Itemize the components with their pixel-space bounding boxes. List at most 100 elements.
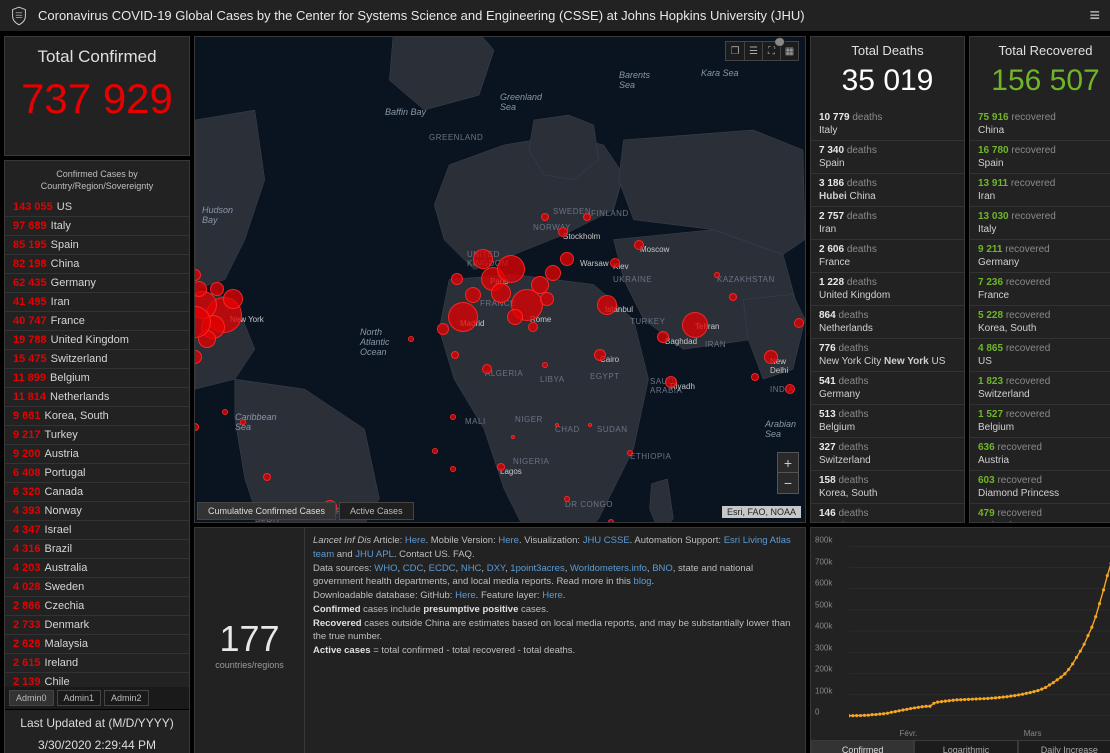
case-marker[interactable] xyxy=(583,213,591,221)
case-marker[interactable] xyxy=(657,331,669,343)
case-marker[interactable] xyxy=(764,350,778,364)
country-row[interactable]: 4 393Norway xyxy=(5,502,189,521)
case-marker[interactable] xyxy=(497,255,525,283)
country-row[interactable]: 62 435Germany xyxy=(5,274,189,293)
deaths-row[interactable]: 158 deathsKorea, South xyxy=(811,471,964,504)
list-icon[interactable]: ☰ xyxy=(744,42,762,60)
case-marker[interactable] xyxy=(588,423,592,427)
case-marker[interactable] xyxy=(785,384,795,394)
recovered-row[interactable]: 13 030 recoveredItaly xyxy=(970,207,1110,240)
recovered-row[interactable]: 7 236 recoveredFrance xyxy=(970,273,1110,306)
country-row[interactable]: 15 475Switzerland xyxy=(5,350,189,369)
country-row[interactable]: 97 689Italy xyxy=(5,217,189,236)
case-marker[interactable] xyxy=(451,273,463,285)
recovered-row[interactable]: 1 823 recoveredSwitzerland xyxy=(970,372,1110,405)
expand-icon[interactable]: ⛶ xyxy=(762,42,780,60)
case-marker[interactable] xyxy=(751,373,759,381)
country-row[interactable]: 143 055US xyxy=(5,198,189,217)
recovered-row[interactable]: 479 recoveredMalaysia xyxy=(970,504,1110,523)
country-row[interactable]: 2 626Malaysia xyxy=(5,635,189,654)
country-row[interactable]: 11 899Belgium xyxy=(5,369,189,388)
case-marker[interactable] xyxy=(437,323,449,335)
case-marker[interactable] xyxy=(491,283,511,303)
country-row[interactable]: 4 203Australia xyxy=(5,559,189,578)
case-marker[interactable] xyxy=(610,258,620,268)
recovered-row[interactable]: 5 228 recoveredKorea, South xyxy=(970,306,1110,339)
case-marker[interactable] xyxy=(210,282,224,296)
recovered-row[interactable]: 1 527 recoveredBelgium xyxy=(970,405,1110,438)
case-marker[interactable] xyxy=(450,414,456,420)
case-marker[interactable] xyxy=(714,272,720,278)
recovered-row[interactable]: 9 211 recoveredGermany xyxy=(970,240,1110,273)
deaths-row[interactable]: 327 deathsSwitzerland xyxy=(811,438,964,471)
case-marker[interactable] xyxy=(682,312,708,338)
case-marker[interactable] xyxy=(263,473,271,481)
case-marker[interactable] xyxy=(507,309,523,325)
recovered-row[interactable]: 13 911 recoveredIran xyxy=(970,174,1110,207)
case-marker[interactable] xyxy=(408,336,414,342)
case-marker[interactable] xyxy=(634,240,644,250)
case-marker[interactable] xyxy=(450,466,456,472)
country-row[interactable]: 40 747France xyxy=(5,312,189,331)
country-row[interactable]: 9 661Korea, South xyxy=(5,407,189,426)
case-marker[interactable] xyxy=(528,322,538,332)
case-marker[interactable] xyxy=(558,227,568,237)
deaths-row[interactable]: 541 deathsGermany xyxy=(811,372,964,405)
case-marker[interactable] xyxy=(560,252,574,266)
case-marker[interactable] xyxy=(594,349,606,361)
country-row[interactable]: 4 347Israel xyxy=(5,521,189,540)
map-panel[interactable]: Baffin BayGreenlandSeaHudsonBayNorthAtla… xyxy=(194,36,806,523)
case-marker[interactable] xyxy=(465,287,481,303)
case-marker[interactable] xyxy=(511,435,515,439)
case-marker[interactable] xyxy=(729,293,737,301)
case-marker[interactable] xyxy=(222,409,228,415)
case-marker[interactable] xyxy=(448,302,478,332)
recovered-list[interactable]: 75 916 recoveredChina16 780 recoveredSpa… xyxy=(970,108,1110,523)
recovered-row[interactable]: 636 recoveredAustria xyxy=(970,438,1110,471)
country-row[interactable]: 2 866Czechia xyxy=(5,597,189,616)
country-row[interactable]: 2 615Ireland xyxy=(5,654,189,673)
case-marker[interactable] xyxy=(541,213,549,221)
deaths-row[interactable]: 146 deathsSweden xyxy=(811,504,964,523)
deaths-row[interactable]: 2 757 deathsIran xyxy=(811,207,964,240)
country-row[interactable]: 9 217Turkey xyxy=(5,426,189,445)
deaths-row[interactable]: 3 186 deathsHubei China xyxy=(811,174,964,207)
case-marker[interactable] xyxy=(473,249,493,269)
case-marker[interactable] xyxy=(482,364,492,374)
deaths-row[interactable]: 7 340 deathsSpain xyxy=(811,141,964,174)
case-marker[interactable] xyxy=(432,448,438,454)
deaths-row[interactable]: 776 deathsNew York City New York US xyxy=(811,339,964,372)
case-marker[interactable] xyxy=(665,376,677,388)
country-row[interactable]: 6 320Canada xyxy=(5,483,189,502)
country-row[interactable]: 4 028Sweden xyxy=(5,578,189,597)
case-marker[interactable] xyxy=(555,423,559,427)
country-row[interactable]: 11 814Netherlands xyxy=(5,388,189,407)
zoom-out-button[interactable]: − xyxy=(778,473,798,493)
bookmark-icon[interactable]: ❐ xyxy=(726,42,744,60)
country-row[interactable]: 2 139Chile xyxy=(5,673,189,687)
map-tab[interactable]: Active Cases xyxy=(339,502,414,520)
recovered-row[interactable]: 603 recoveredDiamond Princess xyxy=(970,471,1110,504)
country-row[interactable]: 9 200Austria xyxy=(5,445,189,464)
case-marker[interactable] xyxy=(542,362,548,368)
deaths-row[interactable]: 1 228 deathsUnited Kingdom xyxy=(811,273,964,306)
case-marker[interactable] xyxy=(540,292,554,306)
case-marker[interactable] xyxy=(608,519,614,523)
deaths-list[interactable]: 10 779 deathsItaly7 340 deathsSpain3 186… xyxy=(811,108,964,523)
country-row[interactable]: 41 495Iran xyxy=(5,293,189,312)
deaths-row[interactable]: 513 deathsBelgium xyxy=(811,405,964,438)
case-marker[interactable] xyxy=(451,351,459,359)
recovered-row[interactable]: 75 916 recoveredChina xyxy=(970,108,1110,141)
admin-tab[interactable]: Admin1 xyxy=(57,690,102,706)
recovered-row[interactable]: 16 780 recoveredSpain xyxy=(970,141,1110,174)
country-row[interactable]: 2 733Denmark xyxy=(5,616,189,635)
chart-area[interactable]: 0100k200k300k400k500k600k700k800kFévr.Ma… xyxy=(811,528,1110,740)
admin-tab[interactable]: Admin0 xyxy=(9,690,54,706)
deaths-row[interactable]: 10 779 deathsItaly xyxy=(811,108,964,141)
case-marker[interactable] xyxy=(497,463,505,471)
case-marker[interactable] xyxy=(545,265,561,281)
case-marker[interactable] xyxy=(597,295,617,315)
case-marker[interactable] xyxy=(794,318,804,328)
admin-tab[interactable]: Admin2 xyxy=(104,690,149,706)
menu-icon[interactable]: ≡ xyxy=(1089,5,1100,26)
